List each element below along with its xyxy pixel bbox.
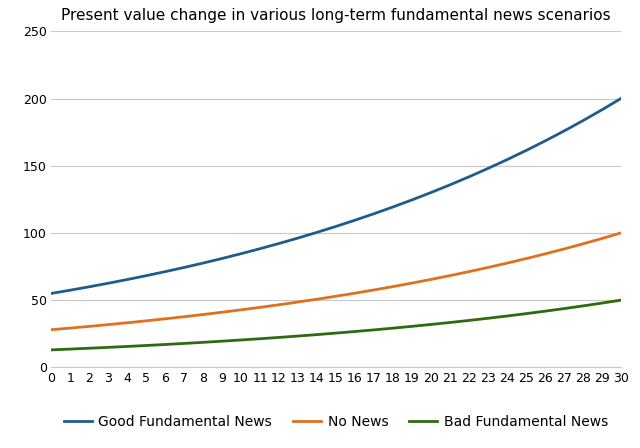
Good Fundamental News <box>351 218 359 223</box>
Bad Fundamental News <box>617 297 625 303</box>
Bad Fundamental News <box>351 329 359 334</box>
Good Fundamental News <box>370 211 378 216</box>
Good Fundamental News <box>332 224 340 229</box>
Good Fundamental News <box>484 166 492 171</box>
Bad Fundamental News <box>218 339 226 344</box>
Bad Fundamental News <box>522 311 530 316</box>
Good Fundamental News <box>294 235 302 241</box>
Bad Fundamental News <box>275 335 283 340</box>
Bad Fundamental News <box>161 342 169 347</box>
No News <box>67 325 74 331</box>
No News <box>560 246 568 252</box>
No News <box>522 256 530 261</box>
No News <box>427 277 435 282</box>
No News <box>389 284 397 289</box>
Good Fundamental News <box>104 280 112 286</box>
Good Fundamental News <box>124 277 131 282</box>
No News <box>541 251 548 257</box>
Good Fundamental News <box>142 273 150 278</box>
Good Fundamental News <box>218 256 226 261</box>
Good Fundamental News <box>199 260 207 266</box>
Bad Fundamental News <box>446 320 454 325</box>
No News <box>256 305 264 310</box>
No News <box>275 302 283 307</box>
Good Fundamental News <box>427 190 435 195</box>
Line: No News: No News <box>51 233 621 330</box>
No News <box>85 324 93 329</box>
No News <box>484 265 492 270</box>
Good Fundamental News <box>465 174 473 180</box>
Good Fundamental News <box>408 197 416 202</box>
No News <box>104 322 112 327</box>
Bad Fundamental News <box>332 331 340 336</box>
Bad Fundamental News <box>104 345 112 350</box>
Bad Fundamental News <box>389 325 397 331</box>
No News <box>332 293 340 299</box>
No News <box>180 314 188 319</box>
Bad Fundamental News <box>408 323 416 329</box>
Bad Fundamental News <box>180 341 188 346</box>
Good Fundamental News <box>180 265 188 270</box>
No News <box>237 307 245 313</box>
No News <box>465 269 473 274</box>
No News <box>370 287 378 293</box>
No News <box>199 312 207 317</box>
No News <box>294 299 302 305</box>
No News <box>47 327 55 332</box>
Bad Fundamental News <box>541 309 548 314</box>
Good Fundamental News <box>161 269 169 274</box>
Good Fundamental News <box>617 96 625 101</box>
Bad Fundamental News <box>85 345 93 351</box>
No News <box>218 310 226 315</box>
Bad Fundamental News <box>313 332 321 337</box>
Bad Fundamental News <box>484 315 492 321</box>
Good Fundamental News <box>85 284 93 289</box>
No News <box>598 236 605 241</box>
No News <box>142 318 150 323</box>
Bad Fundamental News <box>142 343 150 348</box>
Bad Fundamental News <box>427 322 435 327</box>
Good Fundamental News <box>522 148 530 153</box>
Bad Fundamental News <box>370 327 378 332</box>
Bad Fundamental News <box>503 313 511 319</box>
Good Fundamental News <box>256 246 264 251</box>
Good Fundamental News <box>389 204 397 210</box>
Good Fundamental News <box>237 251 245 256</box>
No News <box>313 297 321 302</box>
No News <box>503 260 511 266</box>
Good Fundamental News <box>446 182 454 188</box>
Good Fundamental News <box>541 138 548 144</box>
Bad Fundamental News <box>256 336 264 341</box>
Title: Present value change in various long-term fundamental news scenarios: Present value change in various long-ter… <box>61 8 611 23</box>
No News <box>408 280 416 286</box>
Bad Fundamental News <box>67 346 74 352</box>
Line: Bad Fundamental News: Bad Fundamental News <box>51 300 621 350</box>
Good Fundamental News <box>560 129 568 134</box>
No News <box>161 316 169 322</box>
Good Fundamental News <box>503 157 511 163</box>
Bad Fundamental News <box>294 333 302 339</box>
Bad Fundamental News <box>560 306 568 311</box>
No News <box>579 241 587 246</box>
Bad Fundamental News <box>465 318 473 323</box>
Legend: Good Fundamental News, No News, Bad Fundamental News: Good Fundamental News, No News, Bad Fund… <box>64 415 608 429</box>
Bad Fundamental News <box>199 340 207 345</box>
Bad Fundamental News <box>579 303 587 309</box>
Line: Good Fundamental News: Good Fundamental News <box>51 99 621 293</box>
Bad Fundamental News <box>237 337 245 343</box>
Bad Fundamental News <box>598 301 605 306</box>
No News <box>617 230 625 236</box>
Good Fundamental News <box>313 230 321 235</box>
No News <box>351 290 359 296</box>
Good Fundamental News <box>47 291 55 296</box>
No News <box>446 273 454 278</box>
Good Fundamental News <box>67 288 74 293</box>
No News <box>124 320 131 325</box>
Good Fundamental News <box>598 107 605 112</box>
Good Fundamental News <box>579 118 587 123</box>
Good Fundamental News <box>275 241 283 246</box>
Bad Fundamental News <box>47 347 55 353</box>
Bad Fundamental News <box>124 344 131 349</box>
